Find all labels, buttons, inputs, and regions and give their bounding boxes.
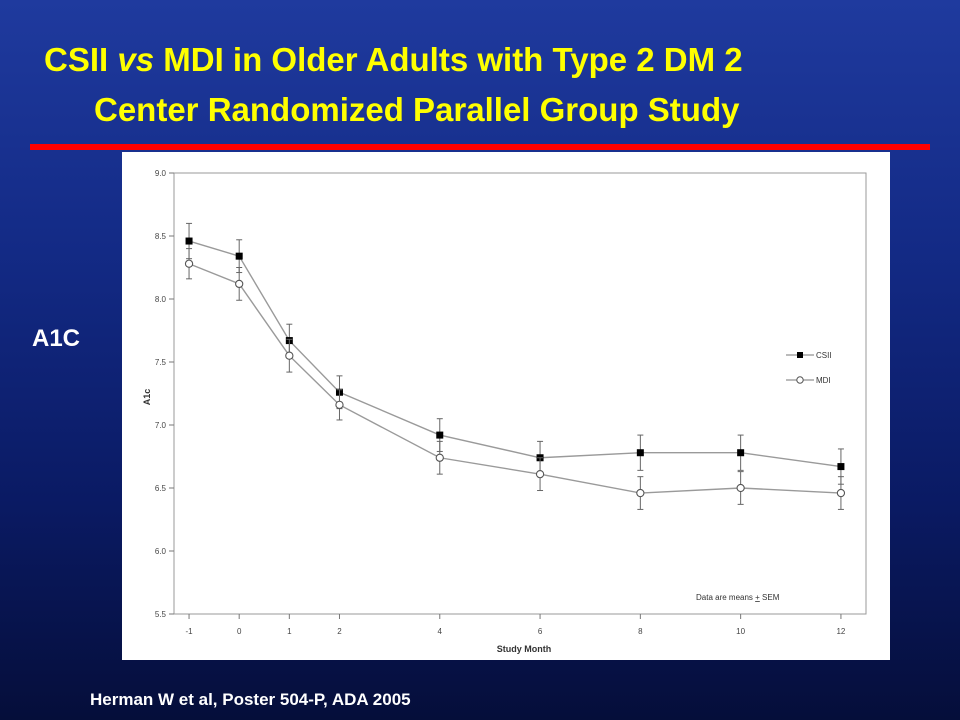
legend-square-marker <box>797 352 803 358</box>
csii-point <box>636 449 644 457</box>
y-tick-label: 7.5 <box>155 358 167 367</box>
chart-panel: 5.5 6.0 6.5 7.0 7.5 8.0 8.5 9.0 -1 0 1 2 4 6 8 10 12 CS… <box>122 152 890 660</box>
y-tick-label: 8.5 <box>155 232 167 241</box>
a1c-side-label: A1C <box>32 325 81 352</box>
series-mdi <box>184 248 846 510</box>
legend-label: MDI <box>816 376 831 385</box>
y-tick-label: 6.0 <box>155 547 167 556</box>
y-tick-label: 8.0 <box>155 295 167 304</box>
annotation-text-a: Data are means <box>696 593 755 602</box>
citation: Herman W et al, Poster 504-P, ADA 2005 <box>90 690 411 709</box>
mdi-point <box>535 469 545 479</box>
annotation-text-b: SEM <box>760 593 780 602</box>
x-tick-label: 8 <box>638 627 643 636</box>
mdi-point <box>636 488 645 498</box>
legend-label: CSII <box>816 351 832 360</box>
a1c-line-chart: 5.56.06.57.07.58.08.59.0 -1 0 1 2 4 6 8 10 12 CS… <box>142 169 867 654</box>
plot-frame <box>173 172 867 615</box>
title-line-2: Center Randomized Parallel Group Study <box>94 91 740 128</box>
mdi-point <box>736 483 745 493</box>
title-text-b: MDI in Older Adults with Type 2 DM 2 <box>154 41 743 78</box>
x-tick-label: 1 <box>287 627 292 636</box>
y-tick-label: 5.5 <box>155 610 167 619</box>
series-csii <box>185 222 845 485</box>
csii-point <box>436 431 444 439</box>
csii-point <box>837 463 845 471</box>
mdi-point <box>285 351 294 360</box>
y-axis-label: A1c <box>142 389 152 406</box>
x-tick-label: 2 <box>337 627 342 636</box>
x-tick-label: 10 <box>736 627 745 636</box>
data-series <box>184 222 846 510</box>
y-tick-label: 7.0 <box>155 421 167 430</box>
mdi-point <box>184 259 194 268</box>
chart-annotation: Data are means + SEM <box>696 593 780 602</box>
y-tick-label: 9.0 <box>155 169 167 178</box>
x-tick-label: 6 <box>538 627 543 636</box>
series-line <box>188 263 841 494</box>
mdi-point <box>836 488 846 498</box>
title-text-vs: vs <box>117 41 155 78</box>
csii-point <box>737 449 745 457</box>
x-tick-label: 12 <box>836 627 845 636</box>
csii-point <box>185 237 193 245</box>
x-tick-label: 0 <box>237 627 242 636</box>
x-tick-label: 4 <box>438 627 443 636</box>
mdi-point <box>335 400 344 409</box>
y-tick-label: 6.5 <box>155 484 167 493</box>
title-line-1: CSII vs MDI in Older Adults with Type 2 … <box>44 38 743 82</box>
csii-point <box>235 252 243 260</box>
y-axis-ticks: 5.5 6.0 6.5 7.0 7.5 8.0 8.5 9.0 <box>155 169 174 619</box>
x-axis-ticks: -1 0 1 2 4 6 8 10 12 <box>185 614 846 636</box>
title-text-a: CSII <box>44 41 118 78</box>
chart-legend: CSII MDI <box>786 351 832 385</box>
annotation-plus-minus: + <box>755 593 760 602</box>
mdi-point <box>435 453 444 462</box>
mdi-point <box>235 279 244 289</box>
plot-border <box>173 172 867 615</box>
x-axis-label: Study Month <box>497 644 552 654</box>
legend-circle-marker <box>796 376 804 384</box>
x-tick-label: -1 <box>185 627 193 636</box>
title-underline <box>30 144 930 150</box>
